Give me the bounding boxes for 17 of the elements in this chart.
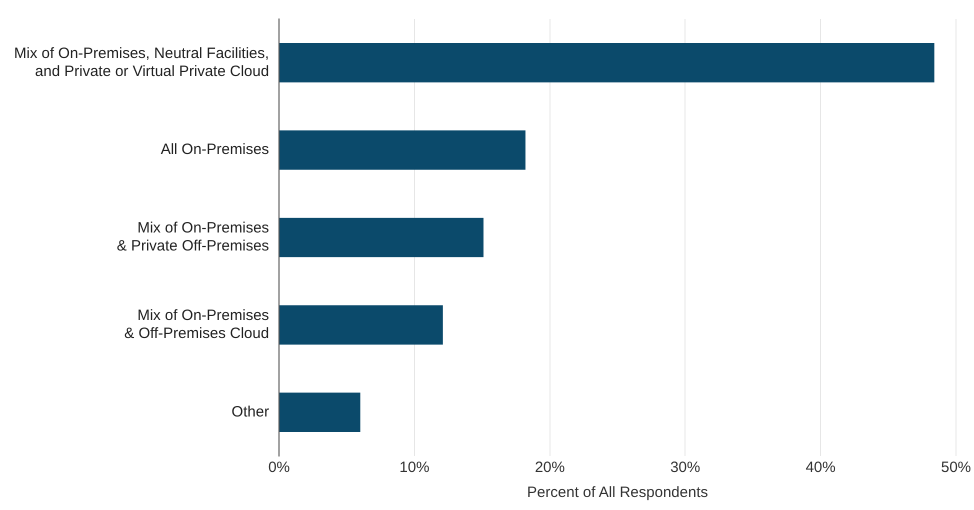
y-tick-label: Mix of On-Premises, Neutral Facilities, and Private or Virtual Private Cloud [14,44,270,80]
y-tick-label: Mix of On-Premises & Off-Premises Cloud [124,307,270,342]
y-tick-label: Other [232,403,270,420]
x-axis-title: Percent of All Respondents [527,484,708,502]
bar [280,43,934,82]
x-tick-label: 0% [268,459,290,476]
y-tick-label: Mix of On-Premises & Private Off-Premises [116,220,270,255]
x-tick-label: 30% [670,459,700,476]
x-tick-label: 50% [940,459,972,476]
y-tick-label: All On-Premises [160,141,270,158]
bar [280,305,443,345]
x-tick-label: 40% [806,459,836,476]
x-tick-label: 10% [399,459,430,476]
bar [280,130,526,170]
bar [280,392,360,432]
bar [280,218,484,258]
x-tick-label: 20% [534,459,565,476]
